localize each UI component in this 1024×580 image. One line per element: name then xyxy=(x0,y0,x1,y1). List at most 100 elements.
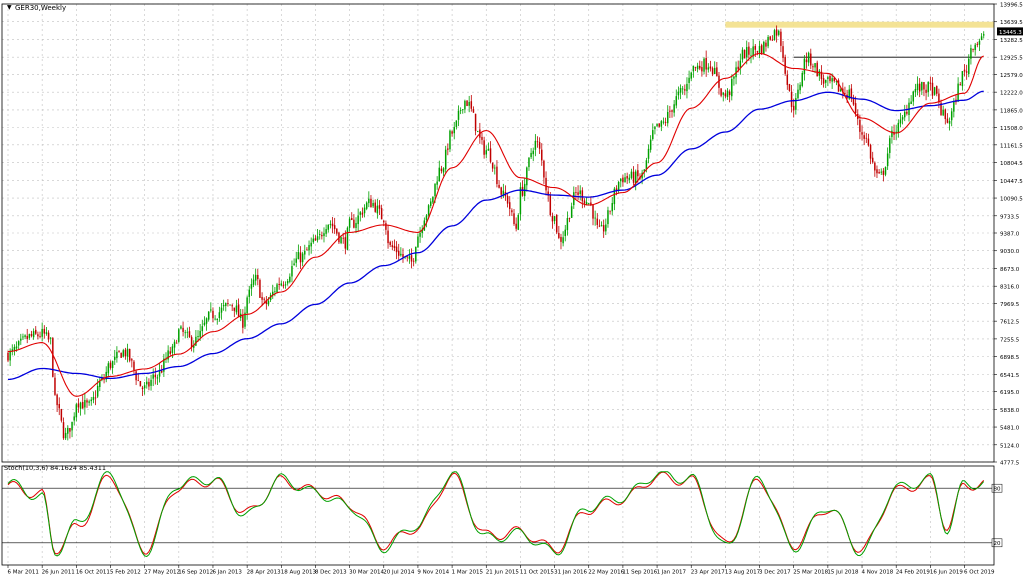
candle-up xyxy=(327,224,330,230)
candle-up xyxy=(272,291,274,295)
candle-down xyxy=(543,160,545,178)
candle-up xyxy=(566,218,569,231)
candle-down xyxy=(242,314,244,328)
candle-down xyxy=(869,144,872,159)
candle-up xyxy=(634,171,637,184)
candle-down xyxy=(233,307,236,311)
candle-down xyxy=(756,51,759,53)
candle-up xyxy=(105,371,107,380)
candle-down xyxy=(558,233,560,238)
candle-up xyxy=(961,71,964,87)
candle-up xyxy=(803,58,806,75)
candle-up xyxy=(442,168,445,173)
candle-up xyxy=(666,111,669,124)
candle-down xyxy=(265,300,268,305)
candle-up xyxy=(408,256,411,259)
candle-down xyxy=(549,195,552,216)
candle-up xyxy=(316,236,319,241)
candle-up xyxy=(916,83,919,91)
candle-up xyxy=(903,111,906,118)
candle-down xyxy=(850,88,853,99)
date-axis-label: 26 Jun 2011 xyxy=(42,570,75,576)
stoch-main-line xyxy=(7,471,985,558)
axes-layer: 13996.5 13639.5 13282.5 12925.5 12579.0 12222… xyxy=(1,3,1023,576)
candle-down xyxy=(737,66,739,70)
candle-up xyxy=(267,300,270,305)
candle-down xyxy=(133,361,135,371)
candle-up xyxy=(434,183,436,197)
candle-up xyxy=(126,348,129,357)
candle-down xyxy=(353,219,355,228)
price-axis-label: 9030.0 xyxy=(1000,249,1020,255)
candle-down xyxy=(331,223,334,227)
candle-up xyxy=(225,302,227,306)
date-axis-label: 22 May 2016 xyxy=(588,570,624,576)
candle-down xyxy=(472,109,475,113)
candle-down xyxy=(387,230,389,244)
candle-up xyxy=(205,318,208,324)
candle-down xyxy=(854,103,857,114)
candle-down xyxy=(402,254,404,258)
candle-down xyxy=(103,378,105,380)
candle-down xyxy=(972,49,974,50)
candle-down xyxy=(918,83,921,92)
candle-down xyxy=(784,56,786,74)
candle-down xyxy=(351,218,353,221)
candle-up xyxy=(304,250,306,255)
candle-down xyxy=(577,192,579,195)
candle-down xyxy=(447,148,449,150)
candle-up xyxy=(210,309,212,311)
candle-down xyxy=(861,132,863,135)
candle-up xyxy=(286,280,289,284)
price-axis-label: 9733.5 xyxy=(1000,214,1020,220)
candle-down xyxy=(929,82,932,84)
date-axis-label: 18 Aug 2013 xyxy=(281,570,317,576)
candle-up xyxy=(468,101,470,106)
candle-down xyxy=(500,187,502,195)
candle-up xyxy=(17,341,20,346)
candle-up xyxy=(246,297,248,314)
candle-up xyxy=(178,329,180,342)
candle-up xyxy=(579,190,581,194)
candle-up xyxy=(880,171,882,173)
candle-down xyxy=(86,400,88,403)
candle-up xyxy=(839,89,842,92)
candle-down xyxy=(852,97,855,105)
candle-down xyxy=(259,279,261,298)
candle-down xyxy=(590,202,592,205)
date-axis-label: 28 Apr 2013 xyxy=(247,570,282,576)
price-axis-label: 12222.0 xyxy=(1000,91,1023,97)
candle-up xyxy=(276,284,278,293)
candle-up xyxy=(692,65,695,72)
candle-down xyxy=(128,349,131,361)
candle-down xyxy=(257,274,259,280)
candle-up xyxy=(611,203,613,212)
candle-up xyxy=(530,152,532,158)
candle-up xyxy=(679,88,682,93)
price-axis-label: 12925.5 xyxy=(1000,56,1023,62)
candle-up xyxy=(71,421,73,431)
price-axis-label: 12579.0 xyxy=(1000,73,1023,79)
candle-up xyxy=(457,110,460,120)
candle-up xyxy=(767,36,769,47)
price-axis-label: 10804.5 xyxy=(1000,161,1023,167)
candle-up xyxy=(797,89,799,99)
price-axis-label: 6195.0 xyxy=(1000,390,1020,396)
candle-up xyxy=(274,291,276,293)
candle-up xyxy=(778,30,780,35)
candle-down xyxy=(148,381,150,387)
candle-up xyxy=(22,336,24,338)
symbol-arrow-icon[interactable]: ▼ xyxy=(7,4,12,11)
candle-down xyxy=(282,284,285,286)
candle-up xyxy=(32,331,35,338)
candle-down xyxy=(592,204,594,219)
candle-down xyxy=(782,46,784,58)
candle-down xyxy=(946,118,949,123)
candle-up xyxy=(368,198,370,204)
candle-down xyxy=(491,162,494,169)
candle-up xyxy=(795,98,797,110)
date-axis-label: 27 May 2012 xyxy=(144,570,180,576)
candle-up xyxy=(116,351,118,359)
candle-down xyxy=(135,371,137,381)
